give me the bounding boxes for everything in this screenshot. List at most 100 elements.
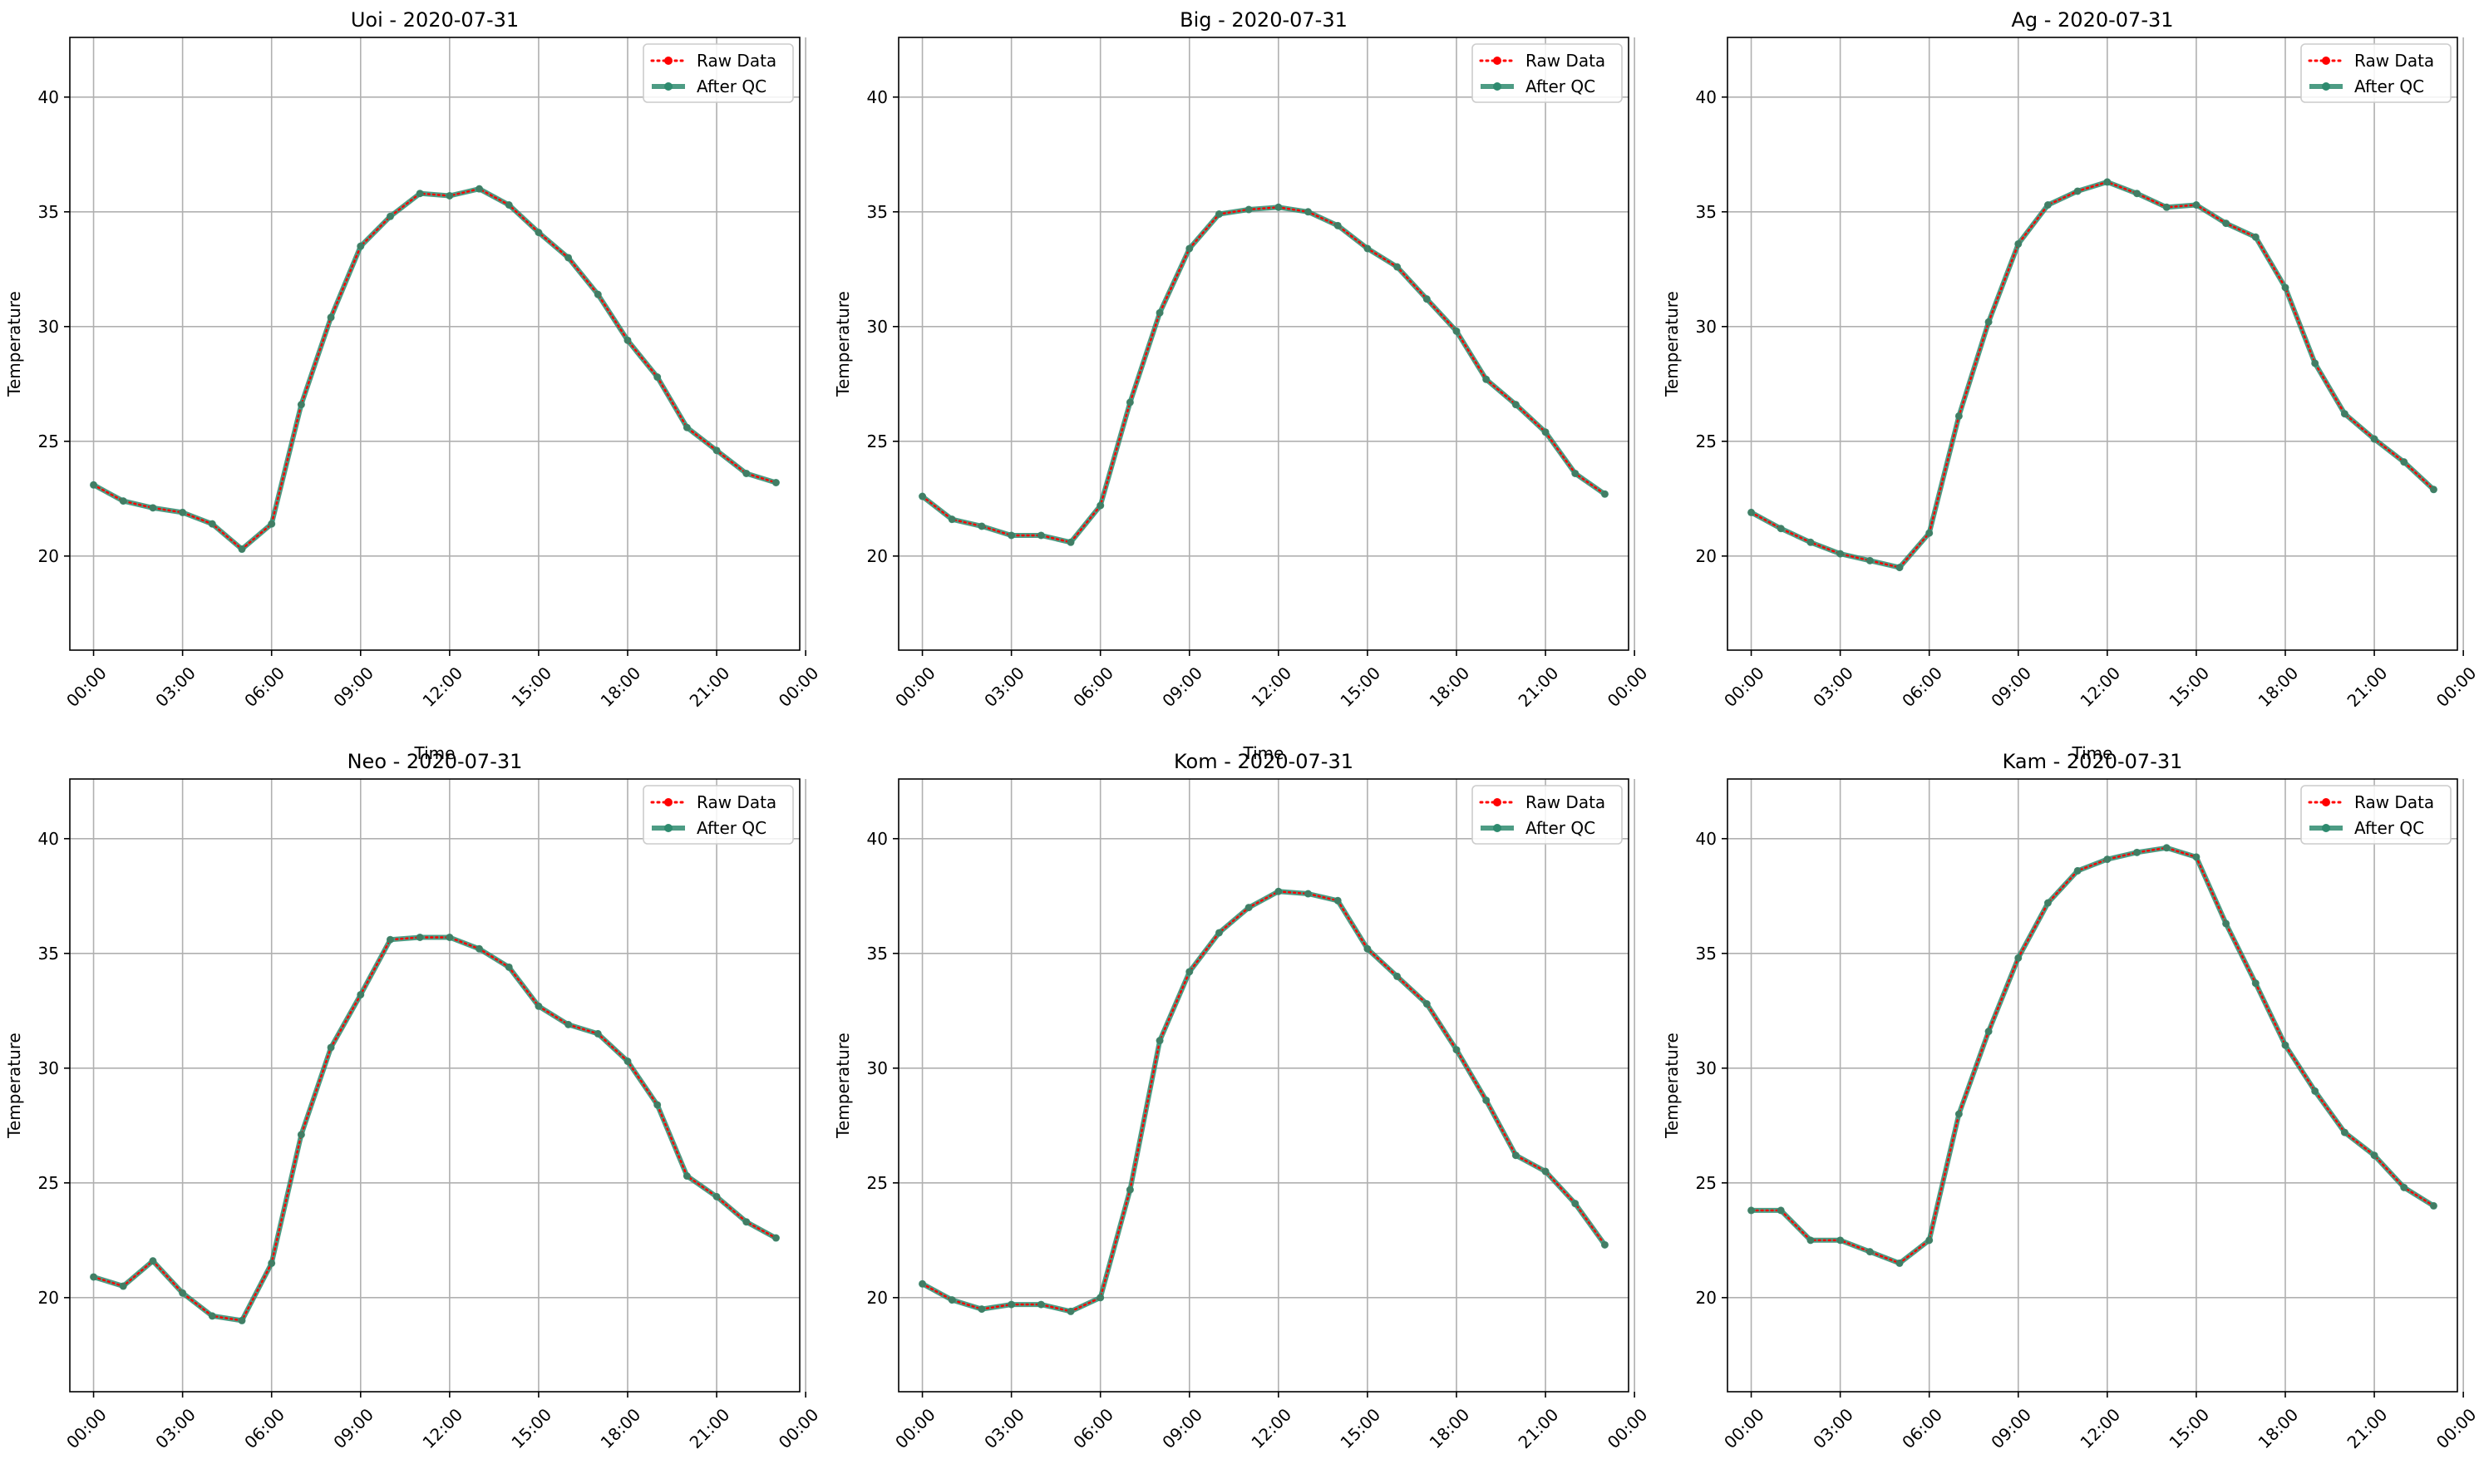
y-tick-label: 30 xyxy=(1696,317,1717,337)
after-qc-point xyxy=(1126,398,1134,407)
after-qc-point xyxy=(2400,1183,2408,1191)
x-tick-label: 00:00 xyxy=(62,1404,111,1452)
after-qc-point xyxy=(2133,848,2141,856)
after-qc-point xyxy=(2251,233,2260,241)
legend: Raw Data After QC xyxy=(643,43,794,103)
after-qc-point xyxy=(2192,201,2201,210)
after-qc-point xyxy=(446,191,454,200)
legend-raw-data-marker xyxy=(2322,798,2330,806)
y-tick-label: 20 xyxy=(38,1288,59,1308)
after-qc-point xyxy=(208,1312,216,1320)
y-tick-label: 40 xyxy=(1696,829,1717,849)
after-qc-point xyxy=(1482,1096,1491,1104)
plot-area xyxy=(70,37,800,650)
y-axis-label: Temperature xyxy=(1662,291,1682,397)
after-qc-point xyxy=(1895,564,1904,572)
legend-raw-data-marker xyxy=(1493,798,1501,806)
after-qc-point xyxy=(2281,1041,2289,1049)
after-qc-point xyxy=(2014,239,2023,248)
after-qc-point xyxy=(1156,1037,1164,1045)
legend-raw-data-label: Raw Data xyxy=(2354,792,2434,812)
legend-raw-data-label: Raw Data xyxy=(697,792,776,812)
after-qc-point xyxy=(2043,899,2052,907)
legend: Raw Data After QC xyxy=(1471,43,1623,103)
x-tick-label: 12:00 xyxy=(2076,1404,2124,1452)
after-qc-point xyxy=(2162,203,2171,211)
y-tick-label: 30 xyxy=(867,1058,888,1078)
after-qc-point xyxy=(1008,531,1016,540)
x-tick-label: 15:00 xyxy=(507,663,555,711)
y-axis-label: Temperature xyxy=(1662,1033,1682,1139)
legend-raw-data-marker xyxy=(1493,57,1501,65)
after-qc-point xyxy=(2340,1128,2348,1136)
after-qc-point xyxy=(1333,221,1342,229)
after-qc-point xyxy=(1422,295,1431,303)
after-qc-point xyxy=(1333,896,1342,905)
after-qc-point xyxy=(179,508,187,516)
y-tick-label: 30 xyxy=(1696,1058,1717,1078)
legend-after-qc-label: After QC xyxy=(1525,76,1595,96)
after-qc-point xyxy=(476,185,484,193)
axes-frame xyxy=(69,37,801,651)
axes-frame xyxy=(898,778,1629,1393)
after-qc-point xyxy=(2281,283,2289,292)
x-tick-label: 12:00 xyxy=(418,663,466,711)
x-axis-label: Time xyxy=(2072,743,2113,763)
chart-title: Kam - 2020-07-31 xyxy=(2003,750,2183,773)
chart-title: Neo - 2020-07-31 xyxy=(347,750,523,773)
x-tick-label: 21:00 xyxy=(1515,663,1563,711)
y-tick-label: 20 xyxy=(1696,1288,1717,1308)
x-tick-label: 09:00 xyxy=(329,663,377,711)
chart-title: Big - 2020-07-31 xyxy=(1180,8,1348,32)
after-qc-point xyxy=(2222,919,2230,928)
after-qc-point xyxy=(2162,844,2171,852)
after-qc-point xyxy=(1600,490,1609,498)
series-raw-data-line xyxy=(921,890,1606,1313)
after-qc-point xyxy=(653,373,662,382)
after-qc-point xyxy=(1836,1236,1845,1245)
after-qc-point xyxy=(446,933,454,941)
legend-raw-data-label: Raw Data xyxy=(1525,51,1605,71)
after-qc-point xyxy=(1097,501,1105,510)
after-qc-point xyxy=(119,497,127,505)
x-tick-label: 21:00 xyxy=(686,663,734,711)
legend-raw-data-marker xyxy=(664,798,673,806)
y-tick-label: 30 xyxy=(38,317,59,337)
x-tick-label: 06:00 xyxy=(240,663,288,711)
after-qc-point xyxy=(1747,508,1756,516)
y-tick-label: 30 xyxy=(867,317,888,337)
after-qc-point xyxy=(1541,1167,1550,1176)
after-qc-point xyxy=(327,1043,335,1052)
x-tick-label: 15:00 xyxy=(2165,663,2213,711)
after-qc-point xyxy=(1600,1240,1609,1249)
y-tick-label: 40 xyxy=(867,829,888,849)
plot-area xyxy=(70,779,800,1392)
x-tick-label: 15:00 xyxy=(1336,663,1384,711)
axes-frame xyxy=(1727,778,2458,1393)
x-tick-label: 18:00 xyxy=(1426,663,1474,711)
x-tick-label: 09:00 xyxy=(1987,663,2035,711)
y-tick-label: 35 xyxy=(1696,202,1717,222)
after-qc-point xyxy=(90,481,98,489)
after-qc-point xyxy=(90,1273,98,1281)
after-qc-point xyxy=(712,1192,721,1201)
after-qc-point xyxy=(1571,469,1580,477)
after-qc-point xyxy=(1747,1206,1756,1215)
subplot-6: 20 25 30 35 40 00:00 03:00 06:00 09:00 12:00 15:00… xyxy=(1662,750,2479,1452)
after-qc-point xyxy=(1304,208,1313,216)
after-qc-point xyxy=(594,290,602,298)
after-qc-point xyxy=(2340,410,2348,418)
after-qc-point xyxy=(268,1259,276,1267)
after-qc-point xyxy=(149,504,157,512)
series-raw-data-line xyxy=(92,187,777,551)
subplot-3: 20 25 30 35 40 00:00 03:00 06:00 09:00 12:00 15:00… xyxy=(1662,8,2479,763)
after-qc-point xyxy=(2073,866,2082,875)
x-tick-label: 03:00 xyxy=(151,663,200,711)
after-qc-point xyxy=(1984,1028,1993,1036)
y-tick-label: 35 xyxy=(867,202,888,222)
after-qc-point xyxy=(1037,1300,1045,1309)
y-tick-label: 25 xyxy=(867,431,888,451)
after-qc-point xyxy=(238,1316,246,1324)
x-tick-label: 21:00 xyxy=(2343,663,2392,711)
